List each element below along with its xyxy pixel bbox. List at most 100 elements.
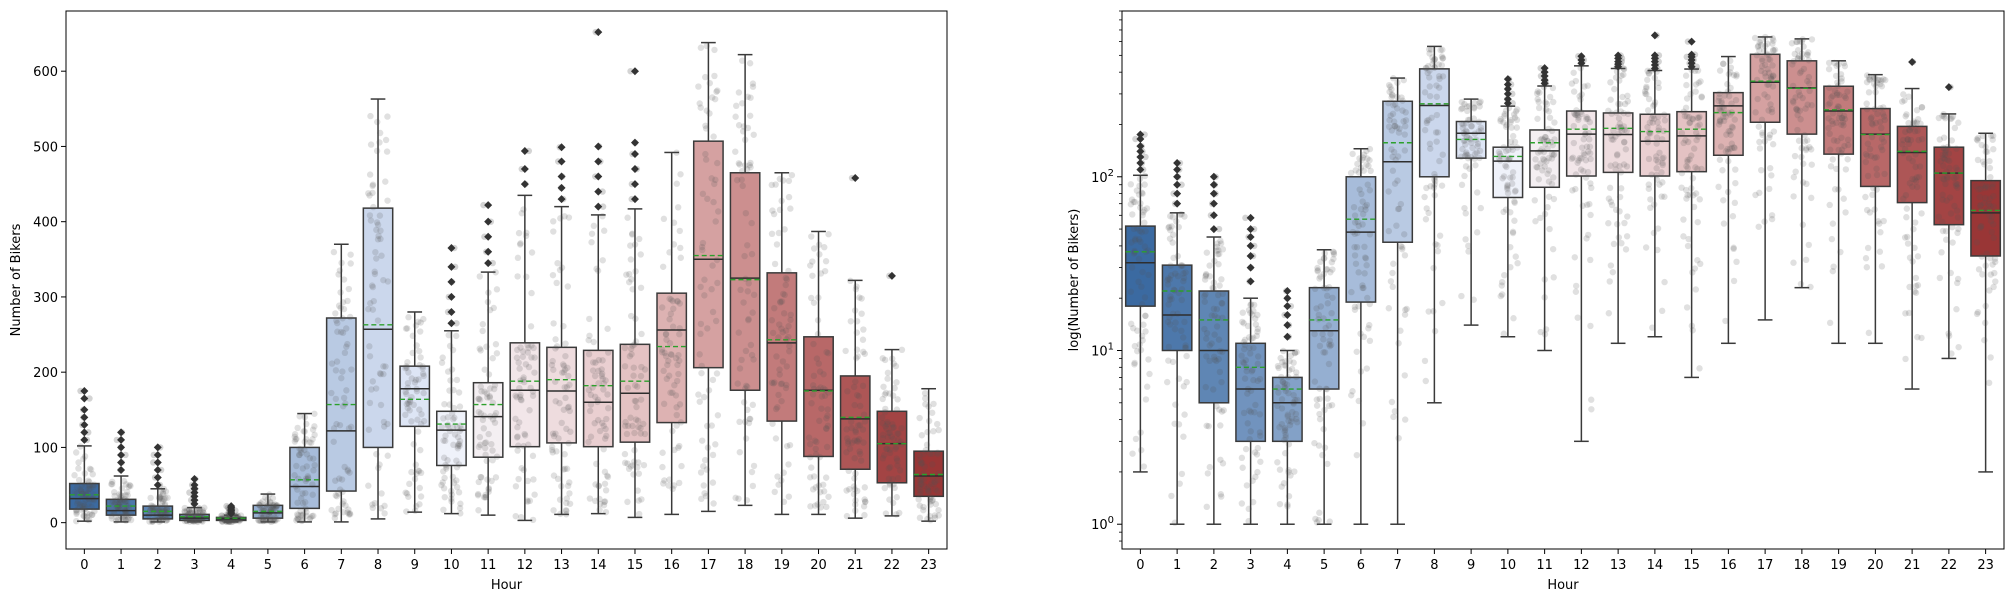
strip-point — [860, 348, 867, 356]
flier-marker — [1503, 85, 1512, 94]
strip-point — [558, 482, 565, 490]
strip-point — [1617, 108, 1624, 115]
strip-point — [291, 431, 299, 438]
flier-marker — [1283, 287, 1292, 296]
strip-point — [309, 426, 317, 433]
strip-point — [411, 379, 419, 386]
strip-point — [524, 498, 531, 505]
strip-point — [347, 511, 354, 518]
strip-point — [1360, 167, 1367, 174]
flier-marker — [557, 183, 566, 192]
box-hour-17 — [692, 41, 724, 513]
strip-point — [702, 156, 710, 163]
strip-point — [861, 350, 869, 357]
flier-marker — [484, 201, 493, 210]
strip-point — [1351, 306, 1359, 313]
strip-point — [1578, 144, 1586, 151]
strip-point — [661, 477, 668, 484]
right-boxplot-panel: 0 1 2 3 4 5 6 7 8 9 10 11 12 13 14 15 16 17 18 19 20 21 22 2310… — [1067, 10, 2005, 593]
strip-point — [1768, 105, 1775, 113]
strip-point — [1572, 77, 1580, 85]
strip-point — [339, 329, 347, 336]
strip-point — [779, 177, 787, 184]
strip-point — [1541, 331, 1549, 338]
x-tick-label: 6 — [1357, 558, 1365, 573]
strip-point — [821, 244, 828, 251]
strip-point — [524, 341, 531, 349]
strip-point — [417, 319, 424, 326]
strip-point — [815, 360, 822, 367]
strip-point — [1134, 347, 1141, 355]
strip-point — [520, 466, 528, 474]
strip-point — [1694, 67, 1702, 74]
strip-point — [1732, 166, 1739, 173]
strip-point — [1284, 501, 1291, 508]
strip-point — [776, 206, 784, 214]
strip-point — [1136, 341, 1143, 348]
strip-point — [556, 496, 564, 503]
strip-point — [88, 511, 96, 519]
flier-marker — [80, 394, 89, 403]
strip-point — [550, 320, 557, 327]
strip-point — [1500, 330, 1508, 337]
strip-point — [809, 486, 817, 493]
strip-point — [1421, 357, 1429, 365]
strip-point — [304, 475, 311, 483]
strip-point — [1216, 406, 1223, 413]
strip-point — [548, 446, 556, 454]
strip-point — [736, 161, 743, 168]
strip-point — [660, 400, 668, 408]
strip-point — [1138, 283, 1145, 290]
strip-point — [1468, 122, 1475, 130]
strip-point — [708, 175, 715, 182]
strip-point — [85, 500, 92, 508]
strip-point — [1142, 312, 1149, 319]
strip-point — [1169, 358, 1177, 366]
strip-point — [662, 330, 670, 338]
strip-point — [1293, 348, 1300, 356]
strip-point — [1402, 109, 1409, 116]
strip-point — [699, 239, 707, 247]
strip-point — [1621, 219, 1628, 227]
strip-point — [1697, 260, 1704, 268]
strip-point — [1280, 480, 1288, 487]
strip-point — [1548, 150, 1556, 158]
strip-point — [1727, 128, 1734, 135]
strip-point — [1328, 258, 1336, 266]
strip-point — [1862, 158, 1870, 166]
strip-point — [1731, 116, 1738, 123]
strip-point — [747, 94, 754, 101]
strip-point — [1203, 249, 1211, 256]
strip-point — [403, 390, 410, 398]
strip-point — [1829, 156, 1836, 163]
strip-point — [1791, 152, 1799, 160]
strip-point — [1357, 330, 1364, 337]
strip-point — [441, 400, 448, 408]
strip-point — [861, 418, 869, 425]
strip-point — [774, 473, 781, 480]
box-hour-21 — [1896, 57, 1928, 390]
strip-point — [1352, 167, 1359, 174]
strip-point — [879, 455, 887, 462]
strip-point — [1918, 334, 1925, 342]
strip-point — [1583, 143, 1591, 150]
strip-point — [741, 136, 749, 144]
box-hour-19 — [766, 171, 798, 516]
strip-point — [475, 408, 483, 416]
strip-point — [1612, 161, 1619, 168]
strip-point — [1132, 435, 1140, 443]
strip-point — [1463, 149, 1470, 156]
strip-point — [929, 496, 936, 504]
strip-point — [330, 425, 338, 432]
strip-point — [1211, 331, 1218, 338]
strip-point — [599, 375, 606, 383]
strip-point — [1899, 141, 1906, 148]
strip-point — [260, 517, 267, 524]
strip-point — [1425, 46, 1433, 53]
strip-point — [747, 159, 754, 167]
strip-point — [87, 466, 95, 473]
strip-point — [1203, 503, 1210, 511]
strip-point — [858, 457, 865, 464]
strip-point — [662, 353, 670, 360]
strip-point — [768, 230, 776, 238]
